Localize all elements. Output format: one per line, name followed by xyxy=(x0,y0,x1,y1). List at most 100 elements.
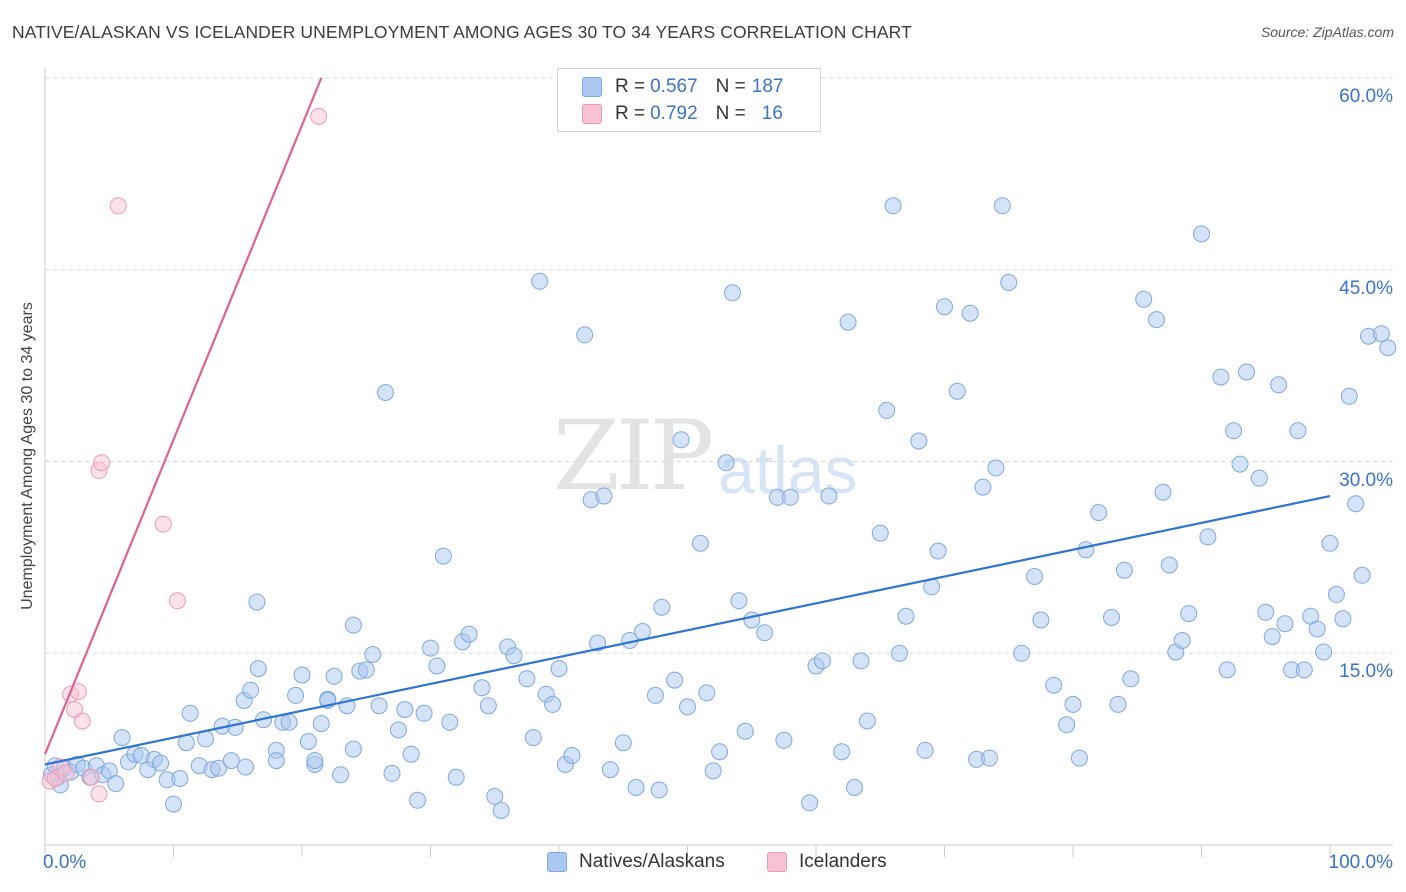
natives-point xyxy=(447,768,465,786)
natives-point xyxy=(249,660,267,678)
icelanders-point xyxy=(57,764,75,782)
natives-point xyxy=(389,721,407,739)
natives-point xyxy=(1154,483,1172,501)
natives-point xyxy=(672,431,690,449)
natives-point xyxy=(242,681,260,699)
natives-point xyxy=(383,764,401,782)
natives-point xyxy=(1070,749,1088,767)
natives-point xyxy=(1238,363,1255,381)
legend-item-icelanders[interactable]: Icelanders xyxy=(767,851,887,873)
legend-row-natives: R = 0.567 N = 187 xyxy=(582,75,783,99)
natives-point xyxy=(1372,325,1390,343)
natives-point xyxy=(891,644,908,662)
natives-point xyxy=(614,734,632,752)
natives-point xyxy=(357,661,375,679)
legend-n-label: N = xyxy=(715,76,746,97)
x-tick-label: 0.0% xyxy=(43,852,87,873)
natives-point xyxy=(479,697,497,715)
natives-point xyxy=(711,743,729,761)
natives-point xyxy=(280,713,298,731)
natives-point xyxy=(1193,225,1210,243)
natives-point xyxy=(325,667,343,685)
natives-point xyxy=(910,432,928,450)
natives-point xyxy=(1026,568,1043,585)
natives-point xyxy=(858,712,876,730)
series-legend: Natives/Alaskans Icelanders xyxy=(0,851,1406,877)
natives-point xyxy=(820,487,838,505)
natives-point xyxy=(679,698,696,716)
natives-point xyxy=(544,695,562,713)
natives-point xyxy=(691,534,709,552)
natives-point xyxy=(492,802,510,819)
natives-point xyxy=(1250,469,1268,487)
natives-point xyxy=(505,647,523,665)
legend-label-natives: Natives/Alaskans xyxy=(579,851,725,872)
natives-point xyxy=(267,752,285,770)
natives-point xyxy=(698,684,716,702)
natives-point xyxy=(1270,376,1288,394)
natives-point xyxy=(299,733,317,750)
y-tick-label: 45.0% xyxy=(1339,277,1393,299)
natives-point xyxy=(1321,534,1339,552)
natives-point xyxy=(396,701,414,718)
natives-point xyxy=(1045,676,1063,694)
source-label: Source: ZipAtlas.com xyxy=(1260,24,1394,40)
natives-point xyxy=(1315,643,1333,661)
natives-point xyxy=(589,634,606,652)
natives-point xyxy=(165,795,182,813)
natives-point xyxy=(1231,455,1249,473)
legend-swatch-natives xyxy=(582,77,602,97)
natives-point xyxy=(948,382,966,400)
natives-point xyxy=(1289,422,1307,440)
natives-point xyxy=(1295,661,1313,679)
natives-point xyxy=(833,743,851,761)
icelanders-point xyxy=(168,592,186,610)
natives-point xyxy=(993,197,1011,215)
natives-point xyxy=(197,730,215,748)
legend-r-label: R = xyxy=(615,103,646,124)
natives-point xyxy=(884,197,902,215)
natives-point xyxy=(1064,695,1082,713)
icelanders-point xyxy=(90,785,108,803)
watermark-zip: ZIP xyxy=(553,400,714,512)
natives-point xyxy=(226,718,244,736)
natives-point xyxy=(1257,603,1275,621)
natives-point xyxy=(422,639,439,657)
natives-point xyxy=(293,666,311,684)
natives-point xyxy=(1077,541,1095,559)
natives-point xyxy=(852,652,870,670)
natives-point xyxy=(181,704,199,722)
natives-point xyxy=(736,722,754,740)
natives-point xyxy=(730,592,748,610)
natives-point xyxy=(724,284,741,302)
natives-point xyxy=(550,660,568,678)
natives-point xyxy=(460,625,478,643)
x-tick-label: 100.0% xyxy=(1328,852,1393,873)
legend-r-value: 0.567 xyxy=(650,76,698,97)
icelanders-point xyxy=(93,454,110,472)
natives-point xyxy=(113,729,131,747)
natives-point xyxy=(563,747,581,764)
legend-swatch-natives xyxy=(547,852,567,872)
natives-point xyxy=(370,697,388,715)
legend-item-natives[interactable]: Natives/Alaskans xyxy=(547,851,725,873)
icelanders-point xyxy=(310,107,328,125)
natives-point xyxy=(846,779,863,796)
natives-point xyxy=(1135,290,1153,308)
natives-point xyxy=(248,593,266,611)
natives-point xyxy=(717,454,735,472)
natives-point xyxy=(312,715,330,733)
natives-point xyxy=(781,488,799,506)
natives-point xyxy=(595,487,613,505)
icelanders-trendline xyxy=(43,77,323,755)
legend-n-value: 187 xyxy=(751,76,784,97)
natives-point xyxy=(409,791,427,809)
natives-point xyxy=(1090,504,1108,522)
natives-point xyxy=(415,704,433,722)
natives-point xyxy=(974,478,992,496)
natives-point xyxy=(634,623,651,640)
natives-point xyxy=(171,770,189,787)
natives-point xyxy=(1032,611,1050,629)
natives-point xyxy=(1160,556,1178,574)
natives-point xyxy=(402,745,420,763)
